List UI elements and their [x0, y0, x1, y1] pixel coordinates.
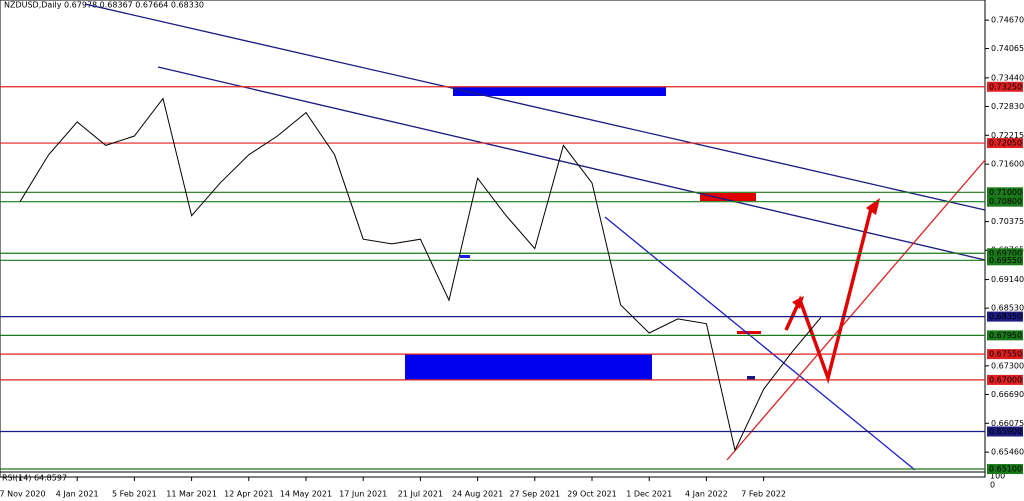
level-label-box: [987, 349, 1023, 360]
x-tick-label: 29 Oct 2021: [567, 490, 616, 499]
level-label: 0.67550: [989, 350, 1022, 359]
forecast-arrow: [784, 204, 874, 384]
x-tick-label: 1 Dec 2021: [626, 490, 672, 499]
y-tick-label: 0.68530: [991, 304, 1024, 313]
y-tick-label: 0.71600: [991, 160, 1024, 169]
level-label: 0.65100: [989, 465, 1022, 474]
trend-line: [726, 159, 986, 461]
y-tick-label: 0.72215: [991, 131, 1024, 140]
x-tick-label: 12 Apr 2021: [224, 490, 273, 499]
level-label: 0.73250: [989, 82, 1022, 91]
level-label-box: [987, 464, 1023, 475]
x-tick-label: 27 Nov 2020: [0, 490, 46, 499]
y-tick-label: 0.65460: [991, 448, 1024, 457]
level-label: 0.65900: [989, 427, 1022, 436]
level-label-box: [987, 426, 1023, 437]
trend-line: [84, 3, 986, 211]
zone: [453, 87, 666, 96]
y-tick-label: 0.74065: [991, 44, 1024, 53]
x-tick-label: 4 Jan 2021: [56, 490, 99, 499]
x-tick-label: 24 Aug 2021: [452, 490, 503, 499]
x-tick-label: 4 Jan 2022: [685, 490, 728, 499]
level-label-box: [987, 187, 1023, 198]
indicator-tick: 100: [990, 472, 1005, 481]
zone: [405, 354, 652, 380]
zone: [747, 376, 755, 380]
y-tick-label: 0.67300: [991, 361, 1024, 370]
level-label: 0.69550: [989, 256, 1022, 265]
arrow-head: [792, 296, 804, 309]
zone: [700, 193, 756, 201]
level-label: 0.71000: [989, 188, 1022, 197]
level-label: 0.67950: [989, 331, 1022, 340]
level-label: 0.67000: [989, 375, 1022, 384]
y-tick-label: 0.74670: [991, 16, 1024, 25]
zone: [460, 255, 470, 258]
indicator-tick: 0: [990, 481, 995, 490]
x-tick-label: 11 Mar 2021: [166, 490, 217, 499]
trend-line: [157, 66, 986, 261]
price-line: [19, 97, 822, 452]
level-label: 0.72050: [989, 139, 1022, 148]
x-tick-label: 17 Jun 2021: [339, 490, 387, 499]
level-label-box: [987, 196, 1023, 207]
level-label: 0.68350: [989, 312, 1022, 321]
level-label-box: [987, 311, 1023, 322]
level-label-box: [987, 138, 1023, 149]
level-label-box: [987, 330, 1023, 341]
y-tick-label: 0.73440: [991, 73, 1024, 82]
level-label: 0.69700: [989, 249, 1022, 258]
x-tick-label: 27 Sep 2021: [509, 490, 560, 499]
plot-frame: [0, 0, 986, 478]
y-tick-label: 0.66075: [991, 419, 1024, 428]
level-label-box: [987, 374, 1023, 385]
y-tick-label: 0.72830: [991, 102, 1024, 111]
level-label-box: [987, 248, 1023, 259]
chart-title: NZDUSD,Daily 0.67978 0.68367 0.67664 0.6…: [4, 1, 204, 10]
trend-line: [604, 216, 916, 471]
y-tick-label: 0.70375: [991, 217, 1024, 226]
level-label: 0.70800: [989, 197, 1022, 206]
level-label-box: [987, 255, 1023, 266]
zone: [737, 331, 761, 334]
y-tick-label: 0.69140: [991, 275, 1024, 284]
x-tick-label: 7 Feb 2022: [741, 490, 786, 499]
x-tick-label: 21 Jul 2021: [398, 490, 443, 499]
y-tick-label: 0.66690: [991, 390, 1024, 399]
indicator-label: RSI(14) 64.8597: [2, 474, 67, 483]
x-tick-label: 14 May 2021: [280, 490, 332, 499]
x-tick-label: 5 Feb 2021: [112, 490, 157, 499]
level-label-box: [987, 81, 1023, 92]
